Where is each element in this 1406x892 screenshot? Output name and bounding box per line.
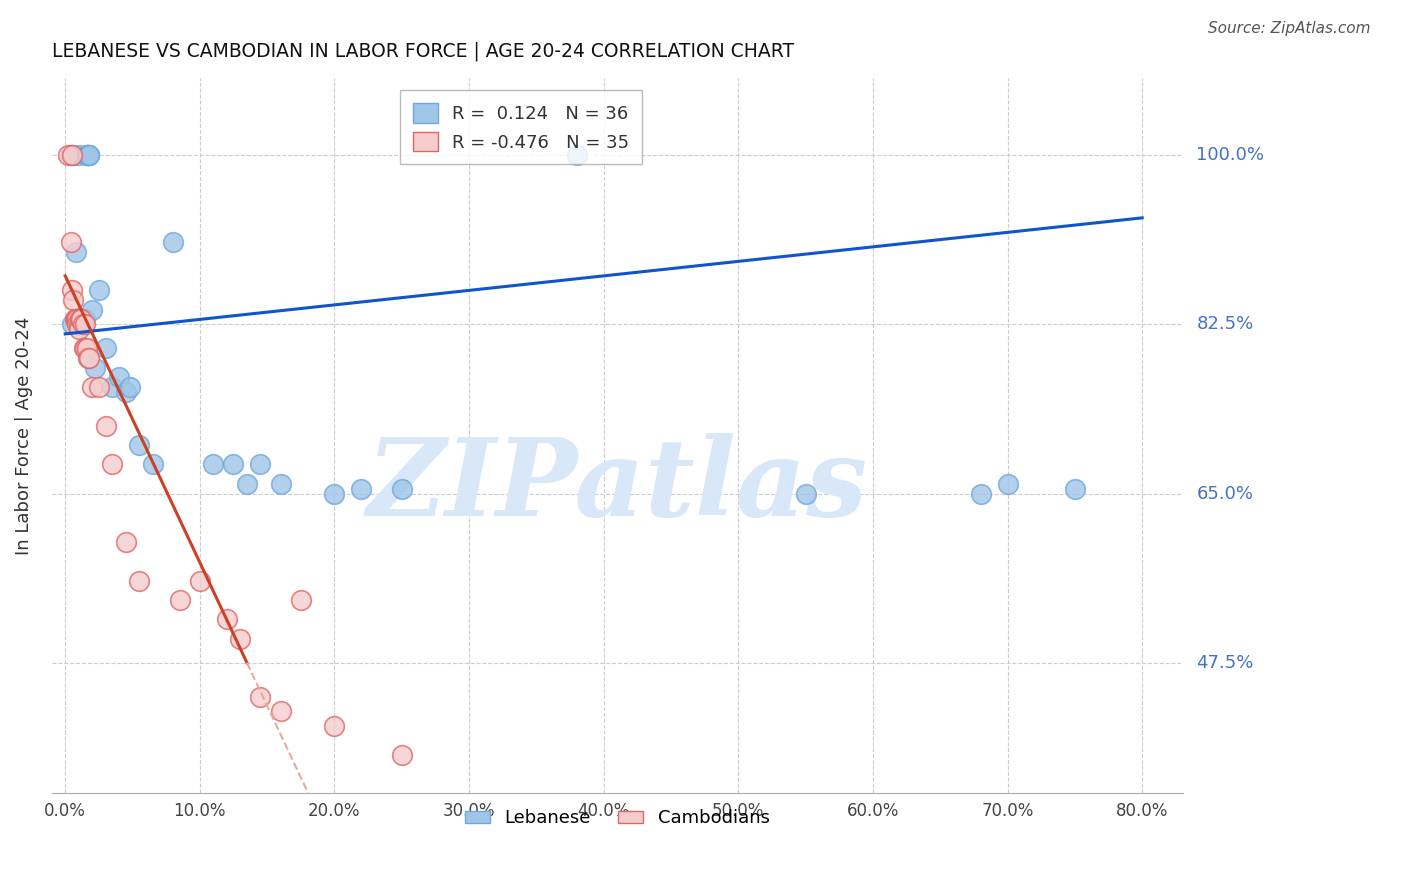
Point — [142, 458, 165, 472]
Point — [94, 342, 117, 356]
Point — [59, 148, 82, 162]
Point — [270, 476, 292, 491]
Text: 100.0%: 100.0% — [1197, 146, 1264, 164]
Point — [114, 534, 136, 549]
Point — [69, 312, 91, 326]
Point — [997, 476, 1019, 491]
Text: Source: ZipAtlas.com: Source: ZipAtlas.com — [1208, 21, 1371, 36]
Point — [83, 360, 105, 375]
Point — [128, 574, 150, 588]
Point — [75, 317, 97, 331]
Point — [67, 148, 90, 162]
Point — [162, 235, 184, 249]
Point — [236, 476, 259, 491]
Point — [202, 458, 225, 472]
Point — [108, 370, 131, 384]
Point — [67, 317, 90, 331]
Point — [62, 148, 84, 162]
Legend: Lebanese, Cambodians: Lebanese, Cambodians — [457, 802, 778, 834]
Point — [77, 148, 100, 162]
Point — [67, 322, 90, 336]
Point — [229, 632, 252, 646]
Point — [79, 148, 101, 162]
Point — [94, 418, 117, 433]
Point — [391, 747, 413, 762]
Point — [70, 312, 93, 326]
Point — [76, 148, 98, 162]
Text: 65.0%: 65.0% — [1197, 484, 1254, 502]
Point — [249, 458, 271, 472]
Point — [62, 293, 84, 307]
Point — [66, 312, 89, 326]
Point — [79, 351, 101, 365]
Point — [65, 244, 87, 259]
Point — [270, 704, 292, 718]
Point — [72, 317, 94, 331]
Point — [101, 458, 124, 472]
Point — [60, 317, 83, 331]
Point — [77, 351, 100, 365]
Point — [101, 380, 124, 394]
Point — [215, 612, 238, 626]
Text: 47.5%: 47.5% — [1197, 654, 1254, 672]
Point — [77, 148, 100, 162]
Point — [222, 458, 245, 472]
Text: LEBANESE VS CAMBODIAN IN LABOR FORCE | AGE 20-24 CORRELATION CHART: LEBANESE VS CAMBODIAN IN LABOR FORCE | A… — [52, 42, 794, 62]
Point — [169, 593, 191, 607]
Point — [1063, 482, 1085, 496]
Point — [66, 317, 89, 331]
Point — [73, 342, 96, 356]
Point — [87, 380, 110, 394]
Point — [794, 486, 817, 500]
Point — [565, 148, 588, 162]
Point — [82, 302, 104, 317]
Point — [76, 148, 98, 162]
Point — [76, 342, 98, 356]
Point — [128, 438, 150, 452]
Point — [75, 312, 97, 326]
Point — [60, 284, 83, 298]
Point — [82, 380, 104, 394]
Point — [87, 284, 110, 298]
Text: ZIPatlas: ZIPatlas — [367, 433, 868, 539]
Text: 82.5%: 82.5% — [1197, 315, 1254, 334]
Point — [56, 148, 79, 162]
Point — [290, 593, 312, 607]
Point — [323, 719, 346, 733]
Point — [60, 148, 83, 162]
Point — [75, 342, 97, 356]
Point — [323, 486, 346, 500]
Point — [350, 482, 373, 496]
Point — [77, 148, 100, 162]
Point — [59, 235, 82, 249]
Point — [118, 380, 141, 394]
Point — [114, 384, 136, 399]
Point — [188, 574, 211, 588]
Point — [65, 312, 87, 326]
Point — [391, 482, 413, 496]
Point — [969, 486, 991, 500]
Point — [63, 312, 86, 326]
Y-axis label: In Labor Force | Age 20-24: In Labor Force | Age 20-24 — [15, 317, 32, 555]
Point — [249, 690, 271, 704]
